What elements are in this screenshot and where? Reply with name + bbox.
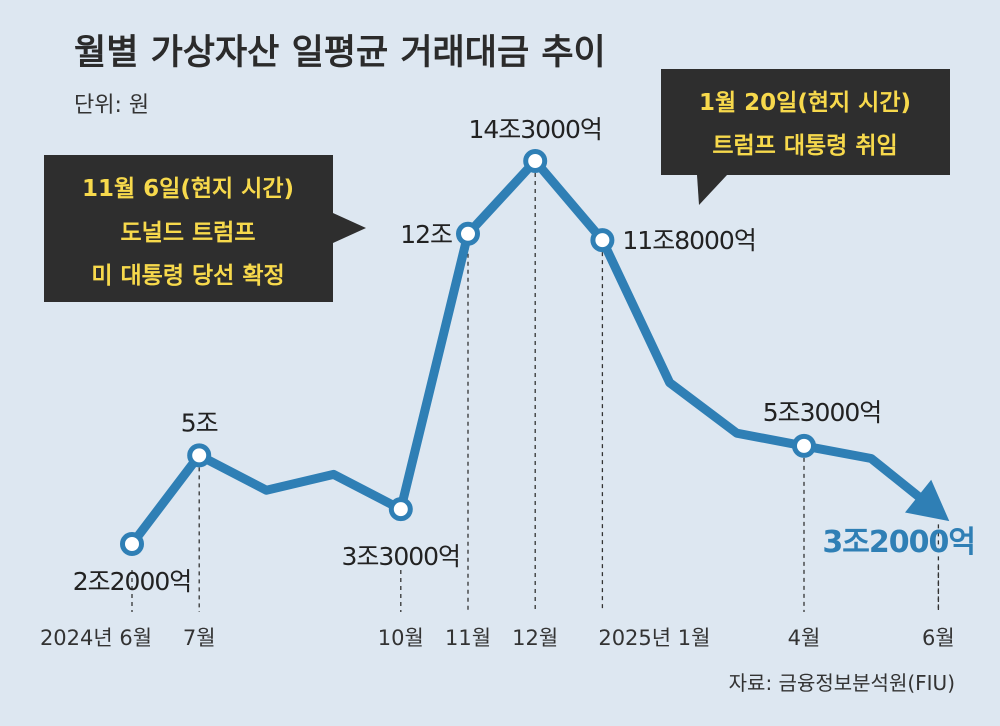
annotation-election-line: 미 대통령 당선 확정	[91, 263, 284, 289]
data-point-label: 3조3000억	[342, 542, 461, 571]
x-axis-ticks: 2024년 6월 7월 10월 11월 12월 2025년 1월 4월 6월	[40, 626, 955, 650]
point-labels: 2조2000억 5조 3조3000억 12조 14조3000억 11조8000억 5조300…	[73, 115, 976, 596]
data-point-marker	[187, 443, 212, 468]
annotation-inauguration-pointer	[697, 175, 727, 205]
data-point-label: 5조	[181, 408, 218, 437]
source-label: 자료: 금융정보분석원(FIU)	[729, 671, 955, 695]
data-point-label: 11조8000억	[622, 226, 755, 255]
leader-lines	[131, 173, 940, 612]
data-point-marker	[590, 228, 615, 253]
data-point-marker	[456, 221, 480, 246]
x-tick-label: 2024년 6월	[40, 626, 152, 650]
annotation-inauguration-line: 1월 20일(현지 시간)	[699, 90, 911, 116]
data-point-marker	[792, 433, 816, 458]
annotation-inauguration-box	[661, 69, 950, 175]
x-tick-label: 10월	[378, 626, 424, 650]
x-tick-label: 2025년 1월	[598, 626, 710, 650]
unit-label: 단위: 원	[74, 93, 149, 118]
x-tick-label: 6월	[922, 626, 955, 650]
data-point-label: 5조3000억	[763, 398, 882, 427]
annotation-inauguration: 1월 20일(현지 시간) 트럼프 대통령 취임	[661, 69, 950, 205]
data-point-label: 12조	[400, 220, 452, 249]
x-tick-label: 4월	[788, 626, 821, 650]
annotation-inauguration-line: 트럼프 대통령 취임	[712, 133, 897, 159]
x-tick-label: 12월	[512, 626, 558, 650]
annotation-election-line: 11월 6일(현지 시간)	[82, 176, 294, 202]
trend-arrow-head	[905, 479, 950, 522]
annotation-election: 11월 6일(현지 시간) 도널드 트럼프 미 대통령 당선 확정	[44, 155, 366, 302]
data-point-label: 14조3000억	[468, 115, 601, 144]
data-point-label: 2조2000억	[73, 567, 192, 596]
data-point-marker	[120, 532, 144, 556]
annotation-election-line: 도널드 트럼프	[121, 220, 256, 246]
chart-title: 월별 가상자산 일평균 거래대금 추이	[74, 33, 606, 73]
data-point-marker	[388, 497, 413, 522]
annotation-election-pointer	[333, 213, 366, 243]
annotation-election-box	[44, 155, 333, 302]
final-value-label: 3조2000억	[822, 525, 975, 560]
x-tick-label: 7월	[183, 626, 216, 650]
x-tick-label: 11월	[445, 626, 491, 650]
point-markers	[120, 149, 816, 556]
data-point-marker	[523, 149, 548, 173]
